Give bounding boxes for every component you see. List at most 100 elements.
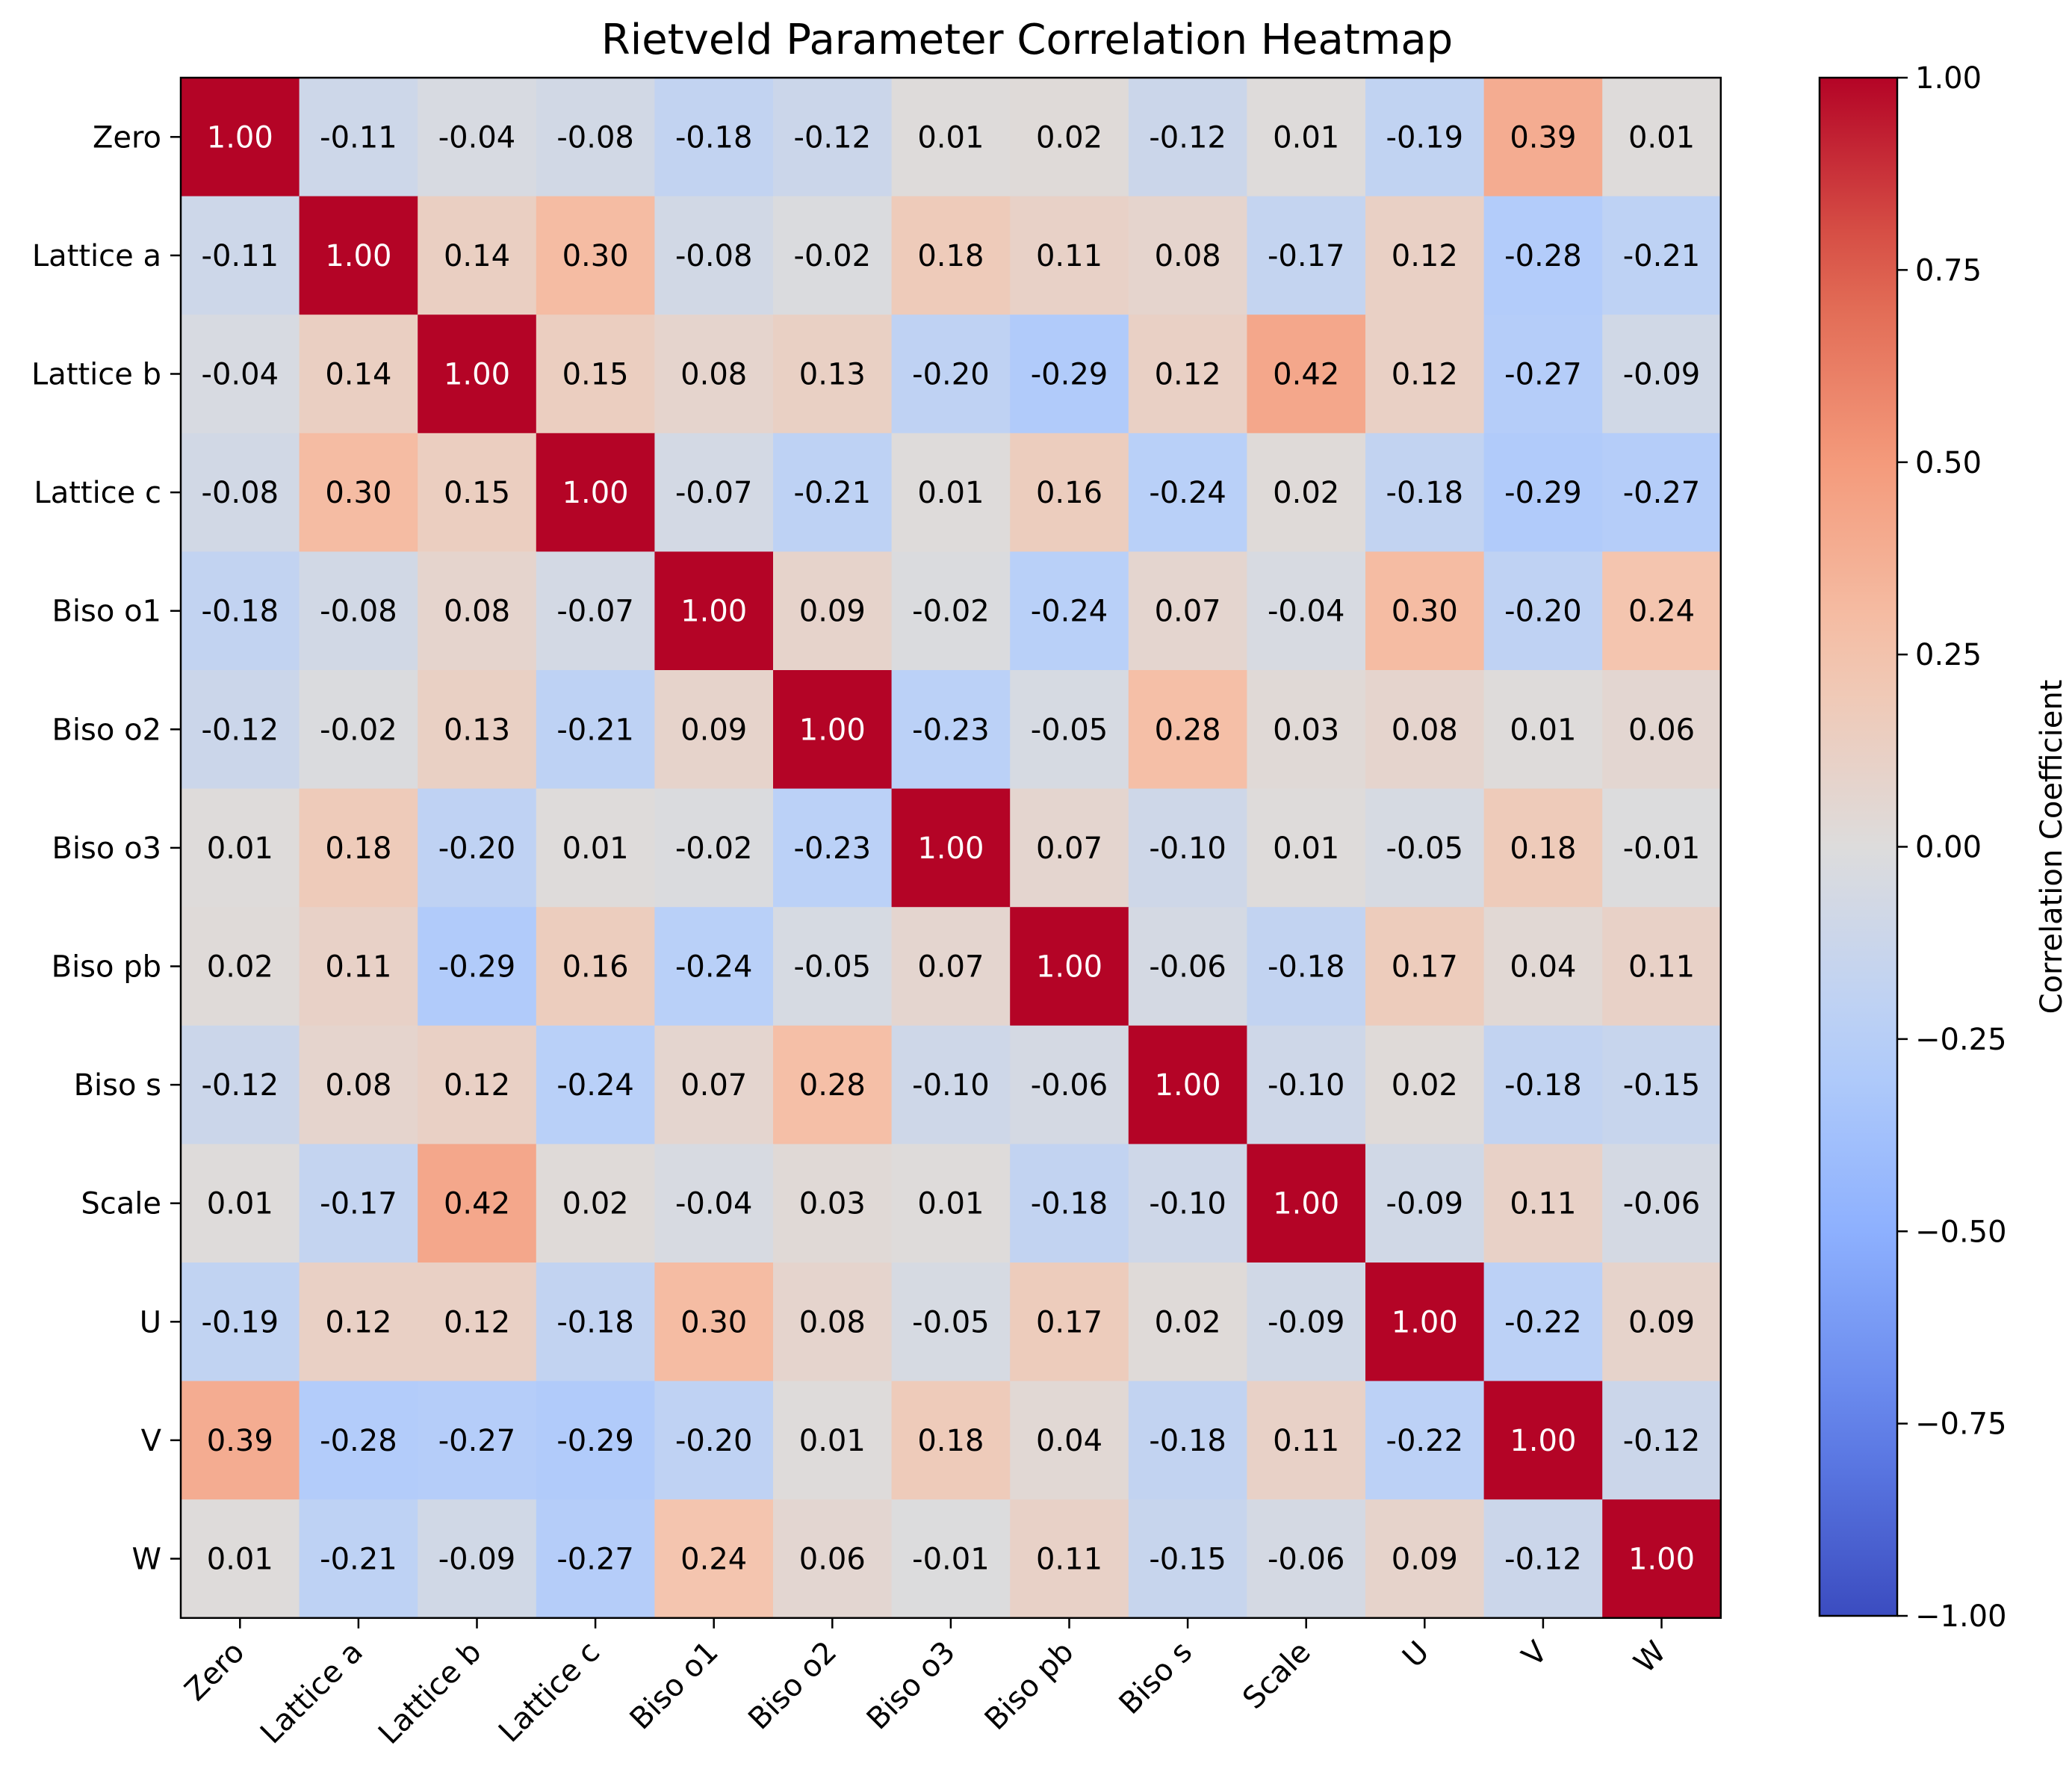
colorbar-tick-label: −0.75 [1915,1407,2007,1442]
cell-value-label: 0.01 [917,1187,984,1221]
heatmap-cell [1602,907,1722,1026]
heatmap-cell [1128,1144,1247,1263]
y-axis-ticks: Zero Lattice a Lattice b Lattice c Biso o1 Bi… [31,120,181,1577]
cell-value-label: 0.02 [562,1187,629,1221]
cell-value-label: -0.18 [556,1305,634,1339]
heatmap-cell [1247,907,1366,1026]
heatmap-cell [1602,1263,1722,1382]
heatmap-cell [1602,315,1722,434]
heatmap-cell [1365,1025,1485,1144]
heatmap-cell [773,1381,893,1500]
heatmap-cell [654,670,774,790]
heatmap-cell [654,196,774,315]
heatmap-cell [891,315,1011,434]
cell-value-label: -0.27 [556,1543,634,1577]
heatmap-cell [1483,1025,1603,1144]
heatmap-cell [654,1144,774,1263]
cell-value-label: -0.12 [202,1068,279,1103]
heatmap-cell [1602,670,1722,790]
heatmap-cell [1365,196,1485,315]
cell-value-label: 0.01 [1628,120,1695,155]
heatmap-cell [1010,907,1129,1026]
cell-value-label: 0.18 [917,239,984,273]
colorbar-tick-label: 1.00 [1915,61,1982,96]
heatmap-cell [1602,1025,1722,1144]
cell-value-label: -0.02 [320,713,397,747]
cell-value-label: 0.01 [1273,831,1339,866]
cell-value-label: 1.00 [917,831,984,866]
heatmap-cell [181,670,300,790]
heatmap-cell [1247,78,1366,197]
heatmap-cell [773,1499,893,1619]
cell-value-label: 0.11 [1036,239,1102,273]
colorbar-tick-label: −1.00 [1915,1599,2007,1634]
cell-value-label: 0.08 [1155,239,1221,273]
heatmap-cell [1365,1499,1485,1619]
heatmap-cell [654,788,774,908]
cell-value-label: 0.08 [799,1305,866,1339]
cell-value-label: -0.17 [320,1187,397,1221]
heatmap-cell [299,433,418,552]
heatmap-cell [1483,1263,1603,1382]
cell-value-label: 0.06 [799,1543,866,1577]
cell-value-label: 0.17 [1392,950,1458,985]
cell-value-label: 1.00 [680,595,747,629]
heatmap-cell [181,1263,300,1382]
cell-value-label: -0.22 [1386,1424,1464,1458]
x-tick-label: V [1516,1635,1554,1673]
cell-value-label: -0.10 [1149,1187,1226,1221]
cell-value-label: 0.01 [207,831,273,866]
cell-value-label: 0.02 [1036,120,1102,155]
heatmap-cell [891,433,1011,552]
cell-value-label: -0.07 [556,595,634,629]
y-tick-label: Lattice a [32,239,161,273]
cell-value-label: -0.24 [1031,595,1108,629]
heatmap-cell [1247,1381,1366,1500]
cell-value-label: 0.12 [1155,358,1221,392]
heatmap-cell [299,1025,418,1144]
cell-value-label: -0.06 [1149,950,1226,985]
heatmap-cell [1365,551,1485,671]
heatmap-cell [891,196,1011,315]
heatmap-cell [536,1025,655,1144]
x-tick-label: Biso o2 [742,1635,843,1736]
heatmap-cell [536,788,655,908]
heatmap-cell [1247,788,1366,908]
cell-value-label: 0.39 [1510,120,1576,155]
cell-value-label: -0.02 [912,595,990,629]
cell-value-label: 0.09 [799,595,866,629]
heatmap-cell [773,551,893,671]
heatmap-cells [181,78,1722,1619]
cell-value-label: -0.06 [1268,1543,1345,1577]
heatmap-cell [1602,1381,1722,1500]
cell-value-label: -0.24 [675,950,753,985]
cell-value-label: -0.09 [1623,358,1701,392]
cell-value-label: 0.12 [1392,358,1458,392]
cell-value-label: 0.30 [325,476,391,510]
cell-value-label: 0.15 [562,358,629,392]
cell-value-label: -0.19 [1386,120,1464,155]
heatmap-cell [1247,196,1366,315]
y-tick-label: Biso o3 [52,831,161,866]
cell-value-label: 0.02 [1155,1305,1221,1339]
cell-value-label: 0.04 [1036,1424,1102,1458]
x-tick-label: Lattice b [372,1635,488,1751]
cell-value-label: 1.00 [1392,1305,1458,1339]
cell-value-label: 0.42 [444,1187,510,1221]
cell-value-label: 0.11 [1036,1543,1102,1577]
cell-value-label: 1.00 [1036,950,1102,985]
heatmap-cell [1010,551,1129,671]
heatmap-cell [1247,1025,1366,1144]
cell-value-label: -0.15 [1623,1068,1701,1103]
x-tick-label: W [1628,1635,1673,1680]
heatmap-cell [299,1381,418,1500]
heatmap-cell [1010,1263,1129,1382]
cell-value-label: 0.07 [1036,831,1102,866]
cell-value-label: -0.08 [675,239,753,273]
heatmap-cell [1483,1144,1603,1263]
heatmap-cell [418,1381,537,1500]
heatmap-cell [299,78,418,197]
heatmap-cell [1483,551,1603,671]
y-tick-label: Biso o2 [52,713,161,747]
heatmap-cell [1247,1499,1366,1619]
